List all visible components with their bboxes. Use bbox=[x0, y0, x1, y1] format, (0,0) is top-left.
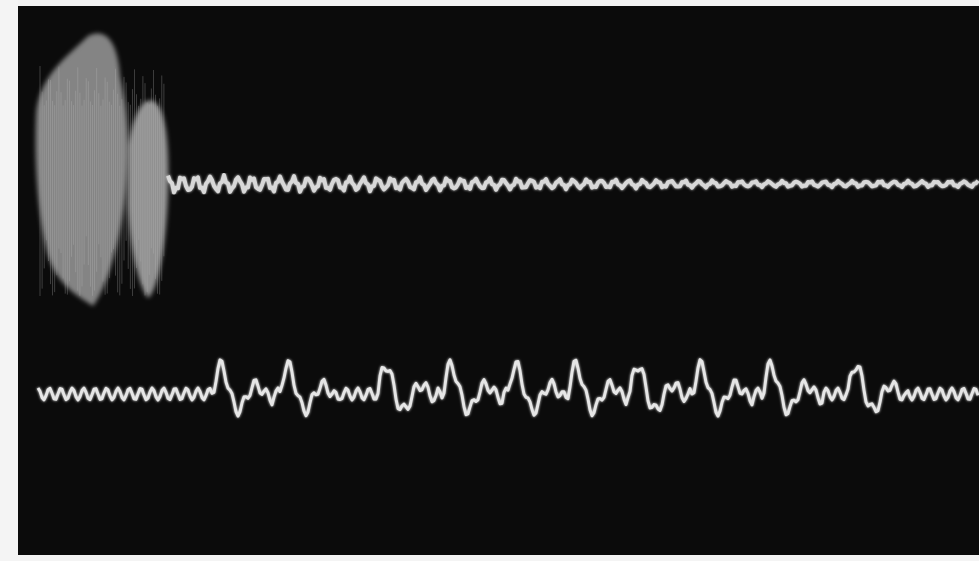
upper-trace bbox=[166, 173, 979, 195]
spike-group bbox=[216, 281, 853, 484]
initial-burst-blob bbox=[35, 33, 169, 306]
bottom-border bbox=[0, 555, 979, 561]
burst-main-lobe bbox=[35, 33, 128, 306]
scope-display bbox=[35, 33, 979, 484]
left-border bbox=[0, 0, 18, 561]
burst-second-lobe bbox=[128, 100, 169, 298]
lower-trace bbox=[36, 358, 979, 418]
oscilloscope-screen bbox=[18, 6, 979, 555]
